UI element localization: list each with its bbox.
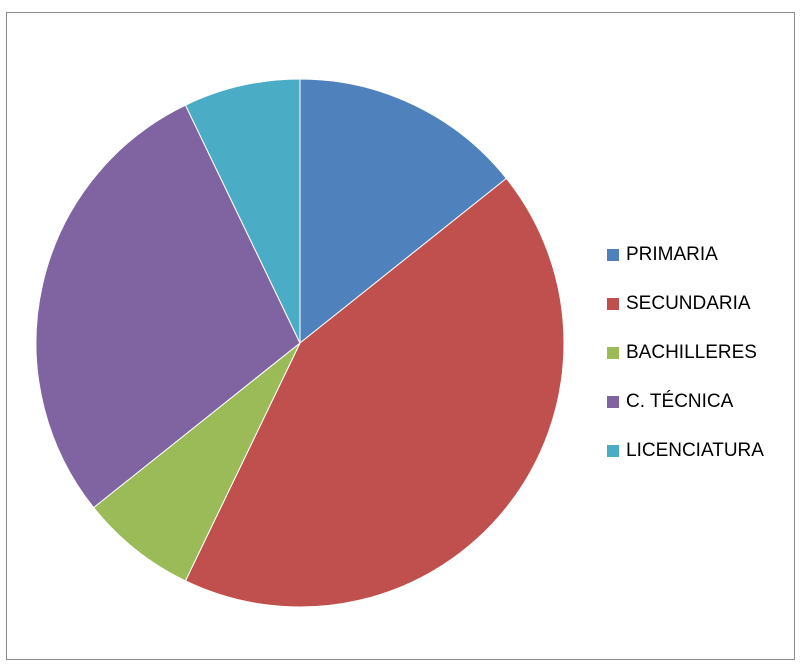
chart-legend: PRIMARIA SECUNDARIA BACHILLERES C. TÉCNICA L… — [607, 230, 792, 475]
legend-label: C. TÉCNICA — [626, 390, 734, 412]
pie-slice-bachilleres — [92, 342, 301, 582]
legend-label: SECUNDARIA — [626, 292, 751, 314]
legend-label: BACHILLERES — [626, 341, 757, 363]
legend-item: C. TÉCNICA — [607, 377, 792, 426]
pie-slice-secundaria — [184, 177, 565, 608]
legend-label: LICENCIATURA — [626, 439, 764, 461]
legend-swatch — [607, 444, 619, 457]
legend-swatch — [607, 297, 619, 310]
legend-label: PRIMARIA — [626, 243, 718, 265]
pie-slice-c-t-cnica — [35, 104, 301, 509]
legend-swatch — [607, 346, 619, 359]
legend-swatch — [607, 395, 619, 408]
legend-item: LICENCIATURA — [607, 426, 792, 475]
legend-item: SECUNDARIA — [607, 279, 792, 328]
pie-slice-licenciatura — [184, 78, 301, 344]
legend-item: BACHILLERES — [607, 328, 792, 377]
legend-swatch — [607, 248, 619, 261]
pie-slice-primaria — [299, 78, 508, 345]
legend-item: PRIMARIA — [607, 230, 792, 279]
